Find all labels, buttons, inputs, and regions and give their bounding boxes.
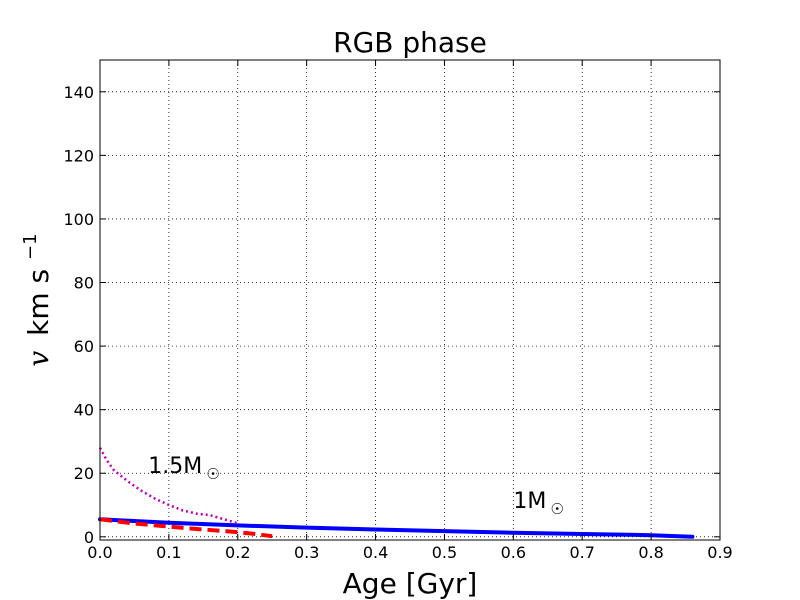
x-tick-label: 0.6 — [501, 543, 526, 562]
x-tick-label: 0.8 — [638, 543, 663, 562]
x-tick-label: 0.5 — [432, 543, 457, 562]
annotation-label: 1M ☉ — [513, 489, 563, 518]
y-tick-label: 40 — [74, 401, 94, 420]
series-line-dashed — [99, 517, 273, 539]
x-tick-label: 0.9 — [707, 543, 732, 562]
chart-title: RGB phase — [333, 26, 487, 59]
y-tick-label: 20 — [74, 464, 94, 483]
x-tick-label: 0.1 — [156, 543, 181, 562]
y-tick-label: 140 — [63, 83, 94, 102]
sun-symbol: ☉ — [206, 465, 219, 483]
x-tick-label: 0.0 — [87, 543, 112, 562]
x-tick-label: 0.3 — [294, 543, 319, 562]
series-line-dotted — [98, 447, 239, 525]
x-tick-label: 0.4 — [363, 543, 388, 562]
plot-frame — [99, 59, 721, 541]
y-axis-label-unit: km s — [22, 269, 55, 336]
x-axis-label: Age [Gyr] — [343, 567, 478, 600]
sun-symbol: ☉ — [550, 500, 563, 518]
y-axis-label-var: v — [22, 351, 55, 367]
x-tick-label: 0.7 — [569, 543, 594, 562]
annotations-group: 1.5M ☉ 1M ☉ — [148, 454, 564, 518]
y-tick-label: 60 — [74, 337, 94, 356]
grid-lines — [100, 60, 720, 540]
y-tick-label: 100 — [63, 210, 94, 229]
y-tick-label: 120 — [63, 146, 94, 165]
series-line-solid — [98, 517, 695, 539]
y-tick-label: 0 — [84, 528, 94, 547]
series-group — [98, 447, 695, 539]
y-tick-label: 80 — [74, 274, 94, 293]
y-axis-label: v km s −1 — [20, 233, 55, 366]
annotation-label: 1.5M ☉ — [148, 454, 219, 483]
ticks-group: 0.0 0.1 0.2 0.3 0.4 0.5 0.6 0.7 0.8 0.9 0 20 40 60 80 1… — [63, 60, 733, 562]
y-axis-label-exp: −1 — [20, 233, 41, 260]
x-tick-label: 0.2 — [225, 543, 250, 562]
